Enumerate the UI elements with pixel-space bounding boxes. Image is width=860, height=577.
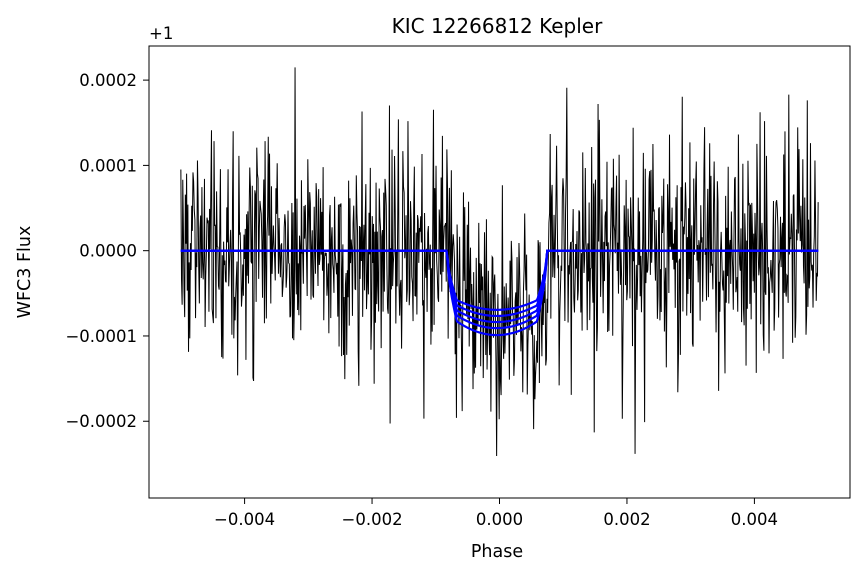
x-tick-label: −0.002 bbox=[342, 510, 403, 529]
series-observed-flux bbox=[180, 67, 819, 456]
x-tick-label: −0.004 bbox=[214, 510, 275, 529]
x-tick-label: 0.000 bbox=[476, 510, 523, 529]
y-tick-label: 0.0000 bbox=[79, 242, 137, 261]
x-tick-label: 0.004 bbox=[731, 510, 778, 529]
y-tick-label: −0.0002 bbox=[65, 412, 137, 431]
y-tick-label: 0.0001 bbox=[79, 156, 137, 175]
chart-title: KIC 12266812 Kepler bbox=[392, 14, 603, 38]
x-tick-label: 0.002 bbox=[603, 510, 650, 529]
x-axis-label: Phase bbox=[471, 542, 523, 562]
y-offset-label: +1 bbox=[149, 24, 173, 43]
series-transit-model bbox=[180, 249, 819, 337]
y-tick-label: −0.0001 bbox=[65, 327, 137, 346]
y-axis-label: WFC3 Flux bbox=[15, 226, 35, 319]
data-layer bbox=[180, 67, 819, 456]
y-axis: 0.0002 0.0001 0.0000 −0.0001 −0.0002 bbox=[65, 71, 149, 431]
model-layer bbox=[180, 249, 819, 337]
y-tick-label: 0.0002 bbox=[79, 71, 137, 90]
x-axis: −0.004 −0.002 0.000 0.002 0.004 bbox=[214, 498, 778, 529]
